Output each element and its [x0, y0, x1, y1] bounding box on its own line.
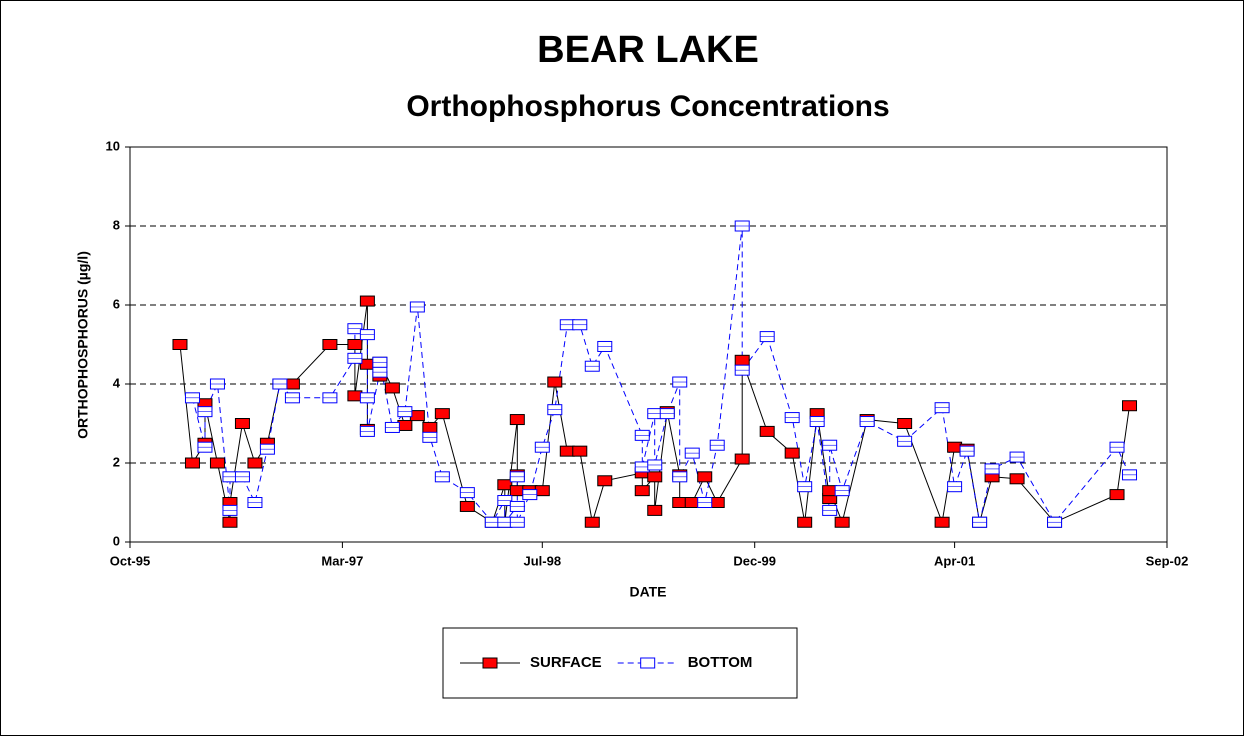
- data-point: [897, 418, 913, 429]
- data-point: [547, 376, 563, 388]
- data-point: [347, 390, 363, 402]
- data-point: [434, 408, 450, 420]
- series-line: [192, 225, 1130, 524]
- data-point: [1122, 400, 1138, 412]
- data-point: [559, 445, 575, 457]
- y-tick-label: 10: [106, 138, 120, 153]
- data-point: [947, 441, 963, 453]
- data-point: [509, 485, 525, 497]
- data-point: [584, 516, 600, 528]
- data-point: [634, 485, 650, 497]
- data-point: [247, 457, 263, 469]
- y-tick-label: 4: [113, 375, 121, 390]
- data-point: [359, 295, 375, 307]
- data-point: [234, 418, 250, 429]
- data-point: [284, 378, 300, 390]
- data-point: [734, 354, 750, 366]
- plot-area: [129, 146, 1168, 543]
- x-tick-label: Jul-98: [524, 553, 562, 568]
- legend-marker: [482, 657, 498, 669]
- x-tick-label: Apr-01: [934, 553, 975, 568]
- data-point: [647, 471, 663, 483]
- data-point: [1109, 489, 1125, 501]
- data-point: [459, 500, 475, 512]
- data-point: [822, 485, 838, 497]
- x-tick-label: Mar-97: [321, 553, 363, 568]
- chart-subtitle: Orthophosphorus Concentrations: [406, 90, 889, 123]
- data-point: [697, 471, 713, 483]
- x-tick-label: Sep-02: [1146, 553, 1189, 568]
- data-point: [534, 485, 550, 497]
- legend-marker: [640, 657, 656, 669]
- data-point: [934, 516, 950, 528]
- y-tick-label: 0: [113, 533, 120, 548]
- data-point: [572, 445, 588, 457]
- data-point: [222, 516, 238, 528]
- legend-label: SURFACE: [530, 654, 602, 671]
- data-point: [684, 497, 700, 508]
- data-point: [409, 410, 425, 422]
- data-point: [509, 414, 525, 426]
- legend-label: BOTTOM: [688, 654, 753, 671]
- data-point: [497, 479, 513, 491]
- data-point: [397, 419, 413, 431]
- data-point: [184, 457, 200, 469]
- data-point: [347, 339, 363, 350]
- data-point: [647, 504, 663, 516]
- x-tick-label: Dec-99: [733, 553, 776, 568]
- y-tick-label: 2: [113, 454, 120, 469]
- data-point: [209, 457, 225, 469]
- data-point: [322, 339, 338, 350]
- chart-title: BEAR LAKE: [537, 29, 759, 71]
- y-axis-label: ORTHOPHOSPHORUS (µg/l): [75, 251, 91, 439]
- data-point: [172, 339, 188, 350]
- data-point: [797, 516, 813, 528]
- data-point: [709, 497, 725, 508]
- data-point: [597, 475, 613, 487]
- x-axis-label: DATE: [629, 584, 666, 600]
- data-point: [784, 447, 800, 459]
- x-tick-label: Oct-95: [110, 553, 150, 568]
- data-point: [359, 358, 375, 370]
- data-point: [834, 516, 850, 528]
- y-tick-label: 8: [113, 217, 120, 232]
- data-point: [734, 453, 750, 465]
- data-point: [759, 425, 775, 437]
- data-point: [1009, 473, 1025, 485]
- data-point: [672, 497, 688, 508]
- data-point: [422, 421, 438, 433]
- data-point: [384, 382, 400, 394]
- y-tick-label: 6: [113, 296, 120, 311]
